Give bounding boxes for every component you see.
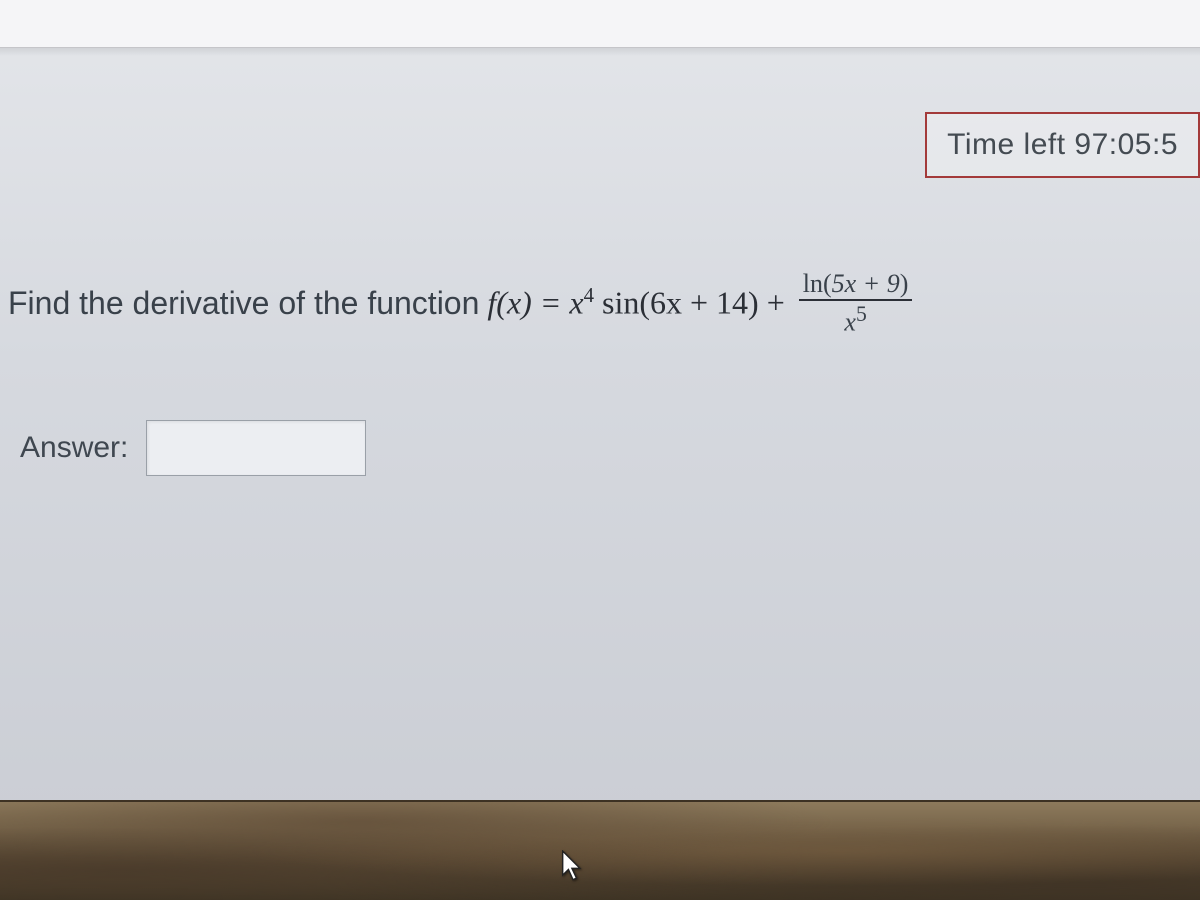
browser-top-bar	[0, 0, 1200, 48]
answer-row: Answer:	[20, 420, 366, 476]
num-prefix: ln(	[803, 269, 832, 298]
question-1: Find the derivative of the function f(x)…	[8, 270, 1200, 336]
term1-exp: 4	[584, 284, 594, 307]
question-1-prompt: Find the derivative of the function	[8, 285, 479, 322]
plus-sign: +	[759, 285, 785, 321]
den-base: x	[844, 308, 856, 337]
quiz-content: Time left 97:05:5 Find the derivative of…	[0, 100, 1200, 900]
timer-value: 97:05:5	[1074, 128, 1178, 161]
answer-label: Answer:	[20, 431, 128, 465]
term1-arg: (6x + 14)	[639, 285, 758, 321]
answer-input[interactable]	[146, 420, 366, 476]
question-1-expression: f(x) = x4 sin(6x + 14) +	[487, 284, 784, 322]
den-exp: 5	[856, 302, 867, 326]
fraction-numerator: ln(5x + 9)	[799, 270, 913, 301]
timer-box: Time left 97:05:5	[925, 112, 1200, 178]
num-suffix: )	[900, 269, 909, 298]
fraction: ln(5x + 9) x5	[799, 270, 913, 336]
num-inner: 5x + 9	[832, 269, 900, 298]
func-lhs: f(x) =	[487, 285, 569, 321]
top-bar-shadow	[0, 48, 1200, 56]
term1-trig: sin	[594, 285, 639, 321]
fraction-denominator: x5	[844, 301, 866, 336]
desktop-wallpaper-ground	[0, 800, 1200, 900]
term1-base: x	[569, 285, 583, 321]
timer-label: Time left	[947, 128, 1074, 161]
